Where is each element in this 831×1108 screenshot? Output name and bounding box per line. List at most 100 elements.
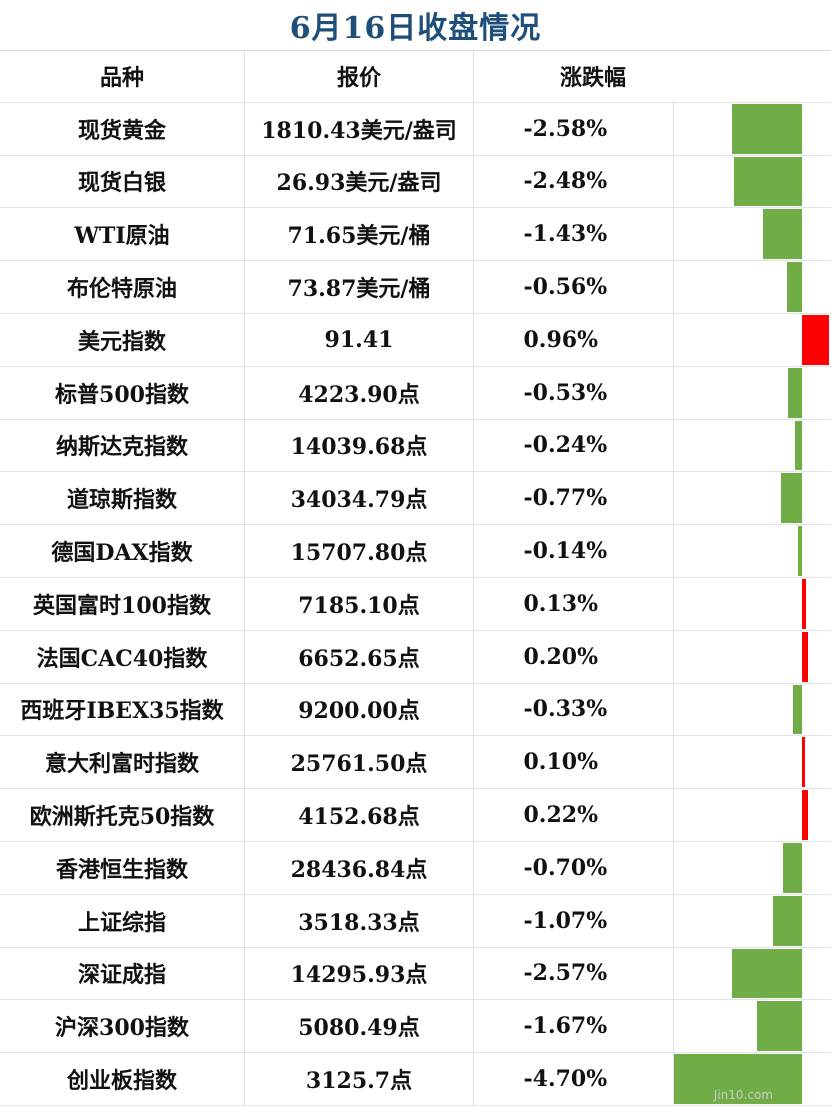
bar-negative [786, 262, 802, 312]
bar-negative [763, 209, 802, 260]
row-bar-cell [674, 1000, 831, 1052]
page-title: 6月16日收盘情况 [289, 11, 542, 46]
row-change: 0.10% [523, 749, 599, 776]
bar-negative [772, 895, 802, 946]
quote-table: 品种 报价 涨跌幅 现货黄金 1810.43美元/盎司 -2.58% 现货白银 26.9… [0, 50, 831, 1106]
row-name: 标普500指数 [0, 366, 245, 419]
row-change-cell: -2.48% [474, 155, 674, 208]
row-change: -0.77% [523, 485, 608, 512]
bar-negative [798, 526, 802, 576]
row-change: -1.67% [523, 1013, 608, 1040]
table-row: 香港恒生指数 28436.84点 -0.70% [0, 841, 831, 895]
bar-positive [802, 790, 809, 840]
row-price: 1810.43美元/盎司 [245, 102, 474, 155]
bar-negative [674, 1054, 802, 1104]
row-name: 西班牙IBEX35指数 [0, 683, 245, 736]
row-bar-cell [674, 261, 831, 313]
row-name: WTI原油 [0, 208, 245, 261]
row-name: 纳斯达克指数 [0, 419, 245, 472]
row-price: 25761.50点 [245, 736, 474, 789]
row-price: 73.87美元/桶 [245, 261, 474, 313]
table-header-row: 品种 报价 涨跌幅 [0, 50, 831, 103]
row-change-cell: -0.33% [474, 683, 674, 736]
row-bar-cell [674, 631, 831, 683]
row-change: -1.43% [523, 221, 608, 248]
row-price: 14039.68点 [245, 419, 474, 472]
table-row: 道琼斯指数 34034.79点 -0.77% [0, 472, 831, 526]
row-bar-cell [674, 789, 831, 841]
title-row: 6月16日收盘情况 [0, 0, 831, 51]
bar-negative [732, 948, 802, 999]
row-change: 0.96% [523, 326, 599, 353]
row-bar-cell [674, 578, 831, 630]
row-name: 意大利富时指数 [0, 736, 245, 789]
table-row: 布伦特原油 73.87美元/桶 -0.56% [0, 261, 831, 314]
bar-positive [802, 737, 805, 788]
bar-negative [731, 103, 802, 154]
row-change: -2.58% [523, 115, 608, 142]
row-price: 3125.7点 [245, 1053, 474, 1105]
bar-positive [802, 314, 829, 365]
bar-negative [787, 367, 802, 418]
row-change: -0.14% [523, 538, 608, 565]
row-price: 28436.84点 [245, 841, 474, 894]
row-price: 34034.79点 [245, 472, 474, 525]
table-row: WTI原油 71.65美元/桶 -1.43% [0, 208, 831, 262]
row-name: 创业板指数 [0, 1053, 245, 1105]
row-change: -0.70% [523, 854, 608, 881]
row-name: 现货黄金 [0, 102, 245, 155]
table-row: 沪深300指数 5080.49点 -1.67% [0, 1000, 831, 1054]
row-change: 0.22% [523, 802, 599, 829]
row-name: 法国CAC40指数 [0, 630, 245, 683]
watermark-text: Jin10.com [713, 1088, 773, 1102]
row-change: -4.70% [523, 1066, 608, 1093]
row-change-cell: -2.58% [474, 102, 674, 155]
bar-negative [782, 842, 802, 893]
row-price: 14295.93点 [245, 947, 474, 1000]
table-row: 西班牙IBEX35指数 9200.00点 -0.33% [0, 683, 831, 737]
row-price: 3518.33点 [245, 894, 474, 947]
row-bar-cell [674, 736, 831, 788]
table-row: 德国DAX指数 15707.80点 -0.14% [0, 525, 831, 578]
table-row: 现货黄金 1810.43美元/盎司 -2.58% [0, 102, 831, 156]
row-price: 5080.49点 [245, 1000, 474, 1053]
row-price: 4223.90点 [245, 366, 474, 419]
row-bar-cell [674, 895, 831, 947]
row-change-cell: -1.67% [474, 1000, 674, 1053]
row-bar-cell [674, 156, 831, 208]
row-name: 现货白银 [0, 155, 245, 208]
row-bar-cell [674, 1053, 831, 1105]
row-name: 沪深300指数 [0, 1000, 245, 1053]
header-change: 涨跌幅 [560, 64, 627, 91]
header-price: 报价 [245, 50, 474, 102]
row-change-cell: 0.22% [474, 789, 674, 841]
row-bar-cell [674, 948, 831, 1000]
row-change: -0.53% [523, 379, 608, 406]
row-price: 6652.65点 [245, 630, 474, 683]
row-change-cell: -0.56% [474, 261, 674, 313]
row-name: 英国富时100指数 [0, 577, 245, 630]
row-price: 26.93美元/盎司 [245, 155, 474, 208]
row-price: 7185.10点 [245, 577, 474, 630]
table-row: 意大利富时指数 25761.50点 0.10% [0, 736, 831, 790]
row-change: 0.13% [523, 590, 599, 617]
row-change-cell: -0.24% [474, 419, 674, 472]
row-bar-cell [674, 367, 831, 419]
bar-negative [756, 1001, 802, 1052]
row-change-cell: -0.53% [474, 366, 674, 419]
bar-negative [795, 420, 802, 471]
table-row: 标普500指数 4223.90点 -0.53% [0, 366, 831, 420]
row-change: 0.20% [523, 643, 599, 670]
bar-negative [734, 156, 802, 207]
bar-positive [802, 578, 806, 629]
row-change-cell: -0.14% [474, 525, 674, 577]
row-change-cell: 0.10% [474, 736, 674, 789]
table-row: 英国富时100指数 7185.10点 0.13% [0, 577, 831, 631]
table-row: 美元指数 91.41 0.96% [0, 313, 831, 367]
row-bar-cell [674, 525, 831, 577]
header-name: 品种 [0, 50, 245, 102]
row-price: 71.65美元/桶 [245, 208, 474, 261]
row-name: 欧洲斯托克50指数 [0, 789, 245, 841]
row-bar-cell [674, 472, 831, 524]
